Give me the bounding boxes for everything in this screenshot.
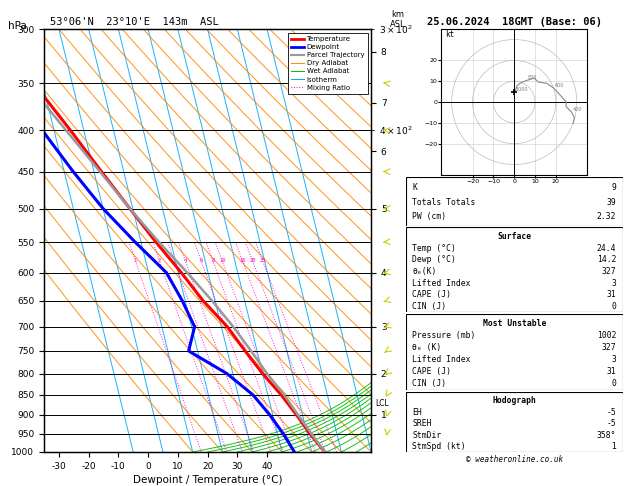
Text: 1000: 1000 [515, 87, 528, 91]
Text: CAPE (J): CAPE (J) [412, 290, 451, 299]
Text: 600: 600 [554, 83, 564, 88]
Text: 39: 39 [606, 197, 616, 207]
Text: CIN (J): CIN (J) [412, 379, 447, 388]
Text: Dewp (°C): Dewp (°C) [412, 256, 456, 264]
Y-axis label: hPa: hPa [8, 21, 27, 31]
Text: 400: 400 [572, 107, 582, 112]
Text: LCL: LCL [376, 399, 389, 408]
Text: -5: -5 [606, 408, 616, 417]
Text: 24.4: 24.4 [597, 244, 616, 253]
Text: 25: 25 [259, 258, 266, 263]
Text: 31: 31 [606, 290, 616, 299]
Y-axis label: km
ASL: km ASL [389, 10, 405, 29]
Text: kt: kt [445, 31, 455, 39]
Text: θₑ(K): θₑ(K) [412, 267, 437, 276]
Text: 3: 3 [611, 278, 616, 288]
Text: 2: 2 [158, 258, 161, 263]
Text: 3: 3 [172, 258, 176, 263]
Text: Lifted Index: Lifted Index [412, 278, 470, 288]
Text: CAPE (J): CAPE (J) [412, 367, 451, 376]
X-axis label: Dewpoint / Temperature (°C): Dewpoint / Temperature (°C) [133, 475, 282, 485]
Text: StmSpd (kt): StmSpd (kt) [412, 442, 466, 451]
Text: CIN (J): CIN (J) [412, 302, 447, 311]
Text: K: K [412, 183, 417, 192]
Text: 358°: 358° [597, 431, 616, 440]
Text: Temp (°C): Temp (°C) [412, 244, 456, 253]
Text: Surface: Surface [497, 232, 532, 241]
Text: SREH: SREH [412, 419, 431, 428]
Text: -5: -5 [606, 419, 616, 428]
Text: 327: 327 [601, 267, 616, 276]
Text: 31: 31 [606, 367, 616, 376]
Text: Pressure (mb): Pressure (mb) [412, 331, 476, 340]
Text: 16: 16 [239, 258, 246, 263]
Text: 20: 20 [249, 258, 255, 263]
Text: 327: 327 [601, 343, 616, 352]
Text: StmDir: StmDir [412, 431, 442, 440]
Text: Lifted Index: Lifted Index [412, 355, 470, 364]
Text: 14.2: 14.2 [597, 256, 616, 264]
Text: Most Unstable: Most Unstable [482, 319, 546, 328]
Text: 1002: 1002 [597, 331, 616, 340]
Text: 53°06'N  23°10'E  143m  ASL: 53°06'N 23°10'E 143m ASL [50, 17, 219, 27]
Text: 25.06.2024  18GMT (Base: 06): 25.06.2024 18GMT (Base: 06) [426, 17, 602, 27]
Text: 800: 800 [528, 75, 537, 80]
Text: θₑ (K): θₑ (K) [412, 343, 442, 352]
Text: 3: 3 [611, 355, 616, 364]
Text: © weatheronline.co.uk: © weatheronline.co.uk [465, 455, 563, 464]
Text: 0: 0 [611, 379, 616, 388]
Text: 2.32: 2.32 [597, 212, 616, 221]
Text: 1: 1 [134, 258, 137, 263]
Text: 9: 9 [611, 183, 616, 192]
Text: PW (cm): PW (cm) [412, 212, 447, 221]
Text: 6: 6 [199, 258, 203, 263]
Text: EH: EH [412, 408, 422, 417]
Text: Hodograph: Hodograph [493, 396, 536, 405]
Text: 0: 0 [611, 302, 616, 311]
Text: 1: 1 [611, 442, 616, 451]
Legend: Temperature, Dewpoint, Parcel Trajectory, Dry Adiabat, Wet Adiabat, Isotherm, Mi: Temperature, Dewpoint, Parcel Trajectory… [288, 33, 367, 94]
Text: 4: 4 [184, 258, 187, 263]
Text: Totals Totals: Totals Totals [412, 197, 476, 207]
Text: 8: 8 [211, 258, 214, 263]
Text: 10: 10 [219, 258, 225, 263]
